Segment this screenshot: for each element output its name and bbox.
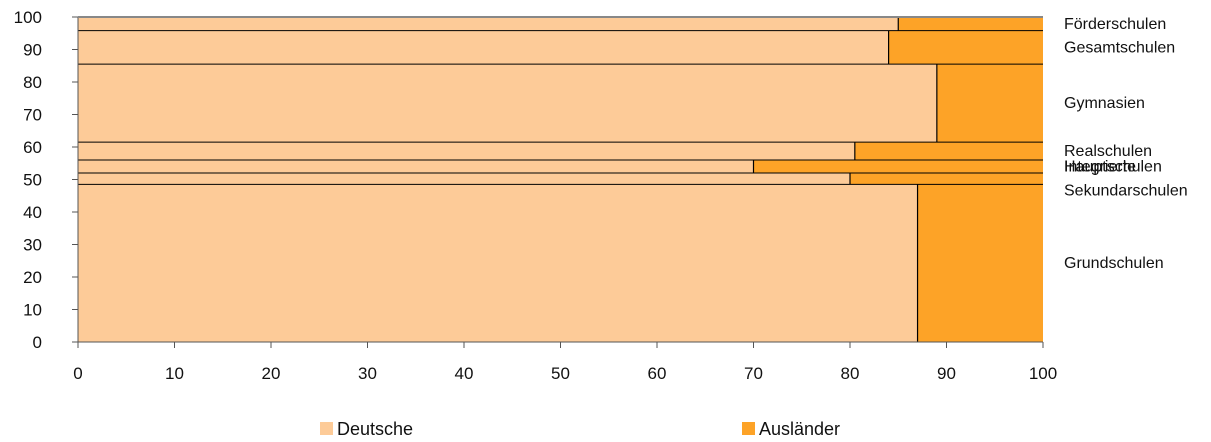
y-tick-label-5: 50 [23,171,42,190]
y-tick-label-10: 100 [14,8,42,27]
category-label-1: Integrierte Sekundarschulen [1064,159,1188,200]
x-tick-label-9: 90 [937,364,956,383]
bar-deutsche-0 [78,184,918,342]
x-tick-label-5: 50 [551,364,570,383]
y-tick-label-4: 40 [23,203,42,222]
x-tick-label-7: 70 [744,364,763,383]
x-tick-label-8: 80 [841,364,860,383]
category-label-4: Gymnasien [1064,95,1145,112]
bar-auslaender-6 [898,17,1043,31]
bar-deutsche-1 [78,173,850,185]
bar-deutsche-4 [78,64,937,143]
bar-auslaender-5 [888,30,1043,65]
x-tick-label-10: 100 [1029,364,1057,383]
category-label-2: Hauptschulen [1064,159,1162,176]
legend-label-1: Ausländer [759,419,840,439]
divider-layer [78,17,1043,342]
y-tick-label-6: 60 [23,138,42,157]
bar-deutsche-2 [78,160,754,173]
x-tick-label-1: 10 [165,364,184,383]
bars-layer [78,17,1043,342]
x-tick-label-6: 60 [648,364,667,383]
bar-auslaender-0 [917,184,1043,342]
x-tick-label-2: 20 [262,364,281,383]
bar-auslaender-3 [854,142,1043,160]
bar-deutsche-3 [78,142,855,160]
legend: Deutsche Ausländer [320,419,840,439]
legend-swatch-0 [320,422,333,435]
y-tick-label-7: 70 [23,106,42,125]
bar-deutsche-6 [78,17,899,31]
y-tick-label-3: 30 [23,236,42,255]
y-tick-label-9: 90 [23,41,42,60]
x-tick-label-3: 30 [358,364,377,383]
bar-auslaender-1 [850,173,1043,185]
category-label-6: Förderschulen [1064,16,1166,33]
legend-label-0: Deutsche [337,419,413,439]
bar-auslaender-2 [753,160,1043,173]
bar-auslaender-4 [936,64,1043,143]
bar-deutsche-5 [78,30,889,65]
category-label-0: Grundschulen [1064,255,1164,272]
y-tick-label-2: 20 [23,268,42,287]
y-tick-label-1: 10 [23,301,42,320]
category-labels-layer: Grundschulen Integrierte SekundarschulenHa… [1064,16,1188,272]
x-tick-label-0: 0 [73,364,82,383]
y-tick-label-8: 80 [23,73,42,92]
y-tick-label-0: 0 [33,333,42,352]
category-label-3: Realschulen [1064,143,1152,160]
category-label-5: Gesamtschulen [1064,39,1175,56]
legend-swatch-1 [742,422,755,435]
axes-layer: 0 10 20 30 40 50 60 70 80 90 100 0 10 20 30 40 50 60 70 80 9… [14,8,1058,383]
x-tick-label-4: 40 [455,364,474,383]
